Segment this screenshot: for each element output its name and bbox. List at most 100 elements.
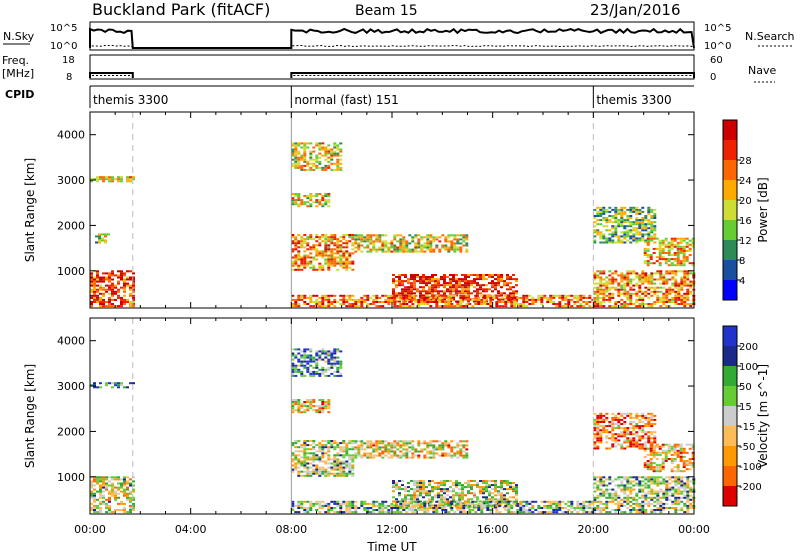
data-cell	[435, 446, 439, 449]
data-cell	[114, 509, 117, 511]
data-cell	[420, 450, 424, 453]
data-cell	[306, 236, 310, 239]
data-cell	[638, 239, 642, 242]
data-cell	[102, 480, 105, 483]
data-cell	[342, 256, 346, 259]
data-cell	[459, 500, 463, 503]
data-cell	[506, 492, 509, 495]
data-cell	[614, 305, 618, 308]
data-cell	[96, 296, 99, 299]
data-cell	[315, 205, 319, 208]
data-cell	[653, 418, 657, 421]
data-cell	[342, 470, 346, 473]
data-cell	[614, 416, 618, 419]
data-cell	[464, 486, 467, 489]
data-cell	[632, 288, 636, 291]
data-cell	[596, 290, 600, 293]
data-cell	[683, 272, 687, 275]
data-cell	[646, 462, 650, 465]
data-cell	[641, 221, 645, 224]
data-cell	[617, 212, 621, 215]
data-cell	[396, 500, 400, 503]
data-cell	[491, 286, 494, 289]
data-cell	[321, 240, 325, 243]
data-cell	[608, 294, 612, 297]
data-cell	[291, 358, 295, 361]
data-cell	[671, 288, 675, 291]
data-cell	[336, 366, 340, 369]
data-cell	[593, 498, 597, 501]
data-cell	[626, 284, 630, 287]
data-cell	[351, 440, 355, 442]
data-cell	[482, 490, 485, 493]
data-cell	[638, 276, 642, 279]
data-cell	[482, 488, 485, 491]
data-cell	[632, 233, 636, 236]
data-cell	[297, 352, 301, 355]
data-cell	[431, 490, 434, 493]
data-cell	[318, 236, 322, 239]
data-cell	[509, 286, 512, 289]
data-cell	[395, 502, 398, 505]
data-cell	[611, 225, 615, 228]
data-cell	[495, 305, 499, 308]
data-cell	[357, 301, 361, 303]
data-cell	[643, 260, 647, 263]
data-cell	[372, 294, 376, 297]
data-cell	[670, 470, 674, 473]
data-cell	[408, 456, 412, 459]
data-cell	[129, 305, 132, 308]
data-cell	[315, 411, 319, 414]
data-cell	[652, 247, 656, 250]
data-cell	[443, 284, 446, 287]
data-cell	[611, 416, 615, 419]
data-cell	[443, 280, 446, 283]
data-cell	[111, 484, 114, 487]
data-cell	[683, 294, 687, 297]
data-cell	[402, 452, 406, 455]
data-cell	[333, 370, 337, 373]
data-cell	[321, 407, 325, 410]
data-cell	[401, 282, 404, 285]
data-cell	[531, 298, 535, 301]
data-cell	[674, 476, 678, 479]
data-cell	[489, 296, 493, 299]
data-cell	[114, 492, 117, 495]
data-cell	[309, 500, 313, 503]
data-cell	[336, 260, 340, 263]
data-cell	[647, 435, 651, 438]
data-cell	[686, 507, 690, 509]
data-cell	[435, 246, 439, 249]
data-cell	[602, 414, 606, 417]
data-cell	[303, 160, 307, 163]
data-cell	[546, 507, 550, 509]
data-cell	[525, 500, 529, 503]
data-cell	[512, 486, 515, 489]
data-cell	[653, 476, 657, 479]
data-cell	[464, 288, 467, 291]
data-cell	[614, 235, 618, 238]
data-cell	[641, 431, 645, 434]
data-cell	[384, 511, 388, 514]
data-cell	[492, 294, 496, 297]
data-cell	[652, 237, 656, 240]
data-cell	[96, 498, 99, 501]
data-cell	[450, 446, 454, 449]
data-cell	[488, 480, 491, 482]
data-cell	[123, 272, 126, 275]
data-cell	[449, 284, 452, 287]
data-cell	[626, 219, 630, 222]
data-cell	[132, 496, 135, 499]
data-cell	[653, 227, 657, 230]
data-cell	[647, 206, 651, 209]
data-cell	[321, 142, 325, 145]
data-cell	[611, 421, 615, 423]
data-cell	[480, 502, 484, 505]
data-cell	[674, 303, 678, 305]
data-cell	[99, 490, 102, 493]
data-cell	[372, 442, 376, 445]
data-cell	[90, 178, 93, 181]
data-cell	[614, 227, 618, 230]
data-cell	[567, 305, 571, 308]
data-cell	[393, 236, 397, 239]
